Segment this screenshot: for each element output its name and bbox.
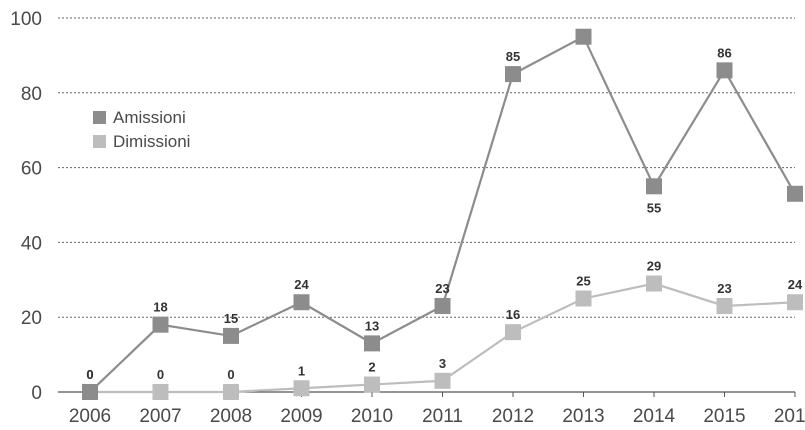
data-point-amissioni bbox=[646, 178, 662, 195]
x-tick-label: 2013 bbox=[562, 406, 604, 427]
data-point-amissioni bbox=[223, 327, 239, 344]
series-group bbox=[82, 28, 803, 400]
data-point-dimissioni bbox=[152, 384, 169, 400]
data-label: 55 bbox=[647, 200, 661, 215]
x-tick-label: 2012 bbox=[492, 406, 534, 427]
data-label: 24 bbox=[294, 277, 309, 292]
data-label: 16 bbox=[506, 307, 520, 322]
data-point-amissioni bbox=[716, 62, 733, 79]
x-tick-label: 2009 bbox=[280, 406, 322, 427]
series-line-amissioni bbox=[89, 35, 796, 393]
data-label: 25 bbox=[576, 274, 590, 289]
y-tick-label: 20 bbox=[21, 308, 42, 329]
data-label: 15 bbox=[224, 311, 238, 326]
legend-swatch-dimissioni bbox=[93, 135, 106, 148]
x-tick-label: 2011 bbox=[422, 406, 463, 427]
data-label: 0 bbox=[86, 367, 93, 382]
x-tick-label: 2008 bbox=[210, 406, 252, 427]
data-point-dimissioni bbox=[646, 275, 662, 292]
y-tick-label: 80 bbox=[21, 84, 42, 105]
data-point-dimissioni bbox=[223, 384, 239, 400]
data-label: 18 bbox=[153, 300, 167, 315]
data-point-dimissioni bbox=[364, 376, 380, 393]
x-tick-label: 2016 bbox=[774, 406, 805, 427]
data-label: 23 bbox=[435, 281, 449, 296]
gridlines bbox=[58, 17, 795, 393]
data-point-dimissioni bbox=[575, 290, 592, 307]
x-tick-label: 2007 bbox=[139, 406, 181, 427]
data-point-dimissioni bbox=[293, 380, 310, 397]
legend: Amissioni Dimissioni bbox=[93, 108, 190, 151]
data-point-amissioni bbox=[787, 185, 803, 202]
x-axis-ticks: 2006 2007 2008 2009 2010 2011 2012 2013 2014 2015… bbox=[69, 392, 805, 427]
data-point-amissioni bbox=[293, 294, 310, 311]
data-point-dimissioni bbox=[505, 324, 521, 341]
y-axis-ticks: 0 20 40 60 80 100 bbox=[10, 9, 42, 404]
data-point-amissioni bbox=[434, 297, 451, 314]
data-point-dimissioni bbox=[787, 294, 803, 311]
legend-swatch-amissioni bbox=[93, 111, 106, 124]
legend-label-amissioni: Amissioni bbox=[113, 108, 186, 127]
y-tick-label: 60 bbox=[21, 159, 42, 180]
data-label: 85 bbox=[506, 49, 520, 64]
data-label: 24 bbox=[788, 277, 803, 292]
data-point-amissioni bbox=[82, 384, 98, 400]
data-point-amissioni bbox=[575, 28, 592, 45]
data-point-amissioni bbox=[152, 316, 169, 333]
data-label: 3 bbox=[439, 356, 446, 371]
x-tick-label: 2006 bbox=[69, 406, 111, 427]
data-label: 0 bbox=[86, 367, 93, 382]
y-tick-label: 40 bbox=[21, 233, 42, 254]
x-tick-label: 2015 bbox=[703, 406, 745, 427]
data-label: 23 bbox=[717, 281, 731, 296]
data-point-amissioni bbox=[364, 335, 380, 352]
data-point-dimissioni bbox=[716, 297, 733, 314]
data-label: 13 bbox=[365, 318, 379, 333]
x-tick-label: 2014 bbox=[633, 406, 676, 427]
data-label: 29 bbox=[647, 259, 661, 274]
y-tick-label: 0 bbox=[31, 383, 42, 404]
data-label: 2 bbox=[368, 360, 375, 375]
data-labels: 00012316252923240181524132385558653 bbox=[86, 45, 803, 382]
legend-label-dimissioni: Dimissioni bbox=[113, 132, 190, 151]
data-point-amissioni bbox=[505, 66, 521, 83]
x-tick-label: 2010 bbox=[351, 406, 393, 427]
data-point-dimissioni bbox=[434, 372, 451, 389]
data-label: 86 bbox=[717, 45, 731, 60]
data-label: 1 bbox=[298, 363, 305, 378]
data-label: 0 bbox=[157, 367, 164, 382]
y-tick-label: 100 bbox=[10, 9, 42, 30]
data-label: 0 bbox=[227, 367, 234, 382]
